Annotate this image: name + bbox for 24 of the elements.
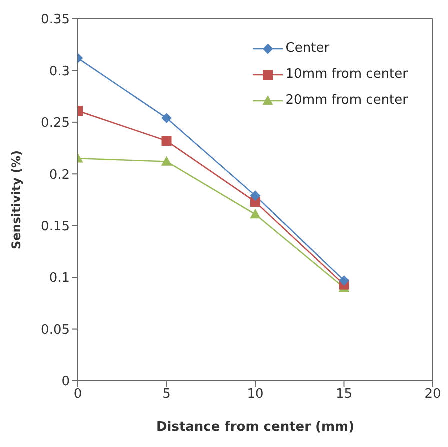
y-tick-label: 0.3 xyxy=(49,64,70,80)
point xyxy=(162,113,172,124)
legend-label: 20mm from center xyxy=(286,92,408,110)
x-tick-label: 5 xyxy=(162,387,171,402)
x-tick-label: 15 xyxy=(336,387,353,402)
x-axis-title: Distance from center (mm) xyxy=(156,420,355,435)
y-tick-label: 0 xyxy=(62,374,70,390)
point xyxy=(250,209,260,219)
point xyxy=(162,156,172,166)
y-tick-label: 0.2 xyxy=(49,168,70,183)
x-tick-label: 20 xyxy=(424,387,442,402)
y-tick-label: 0.1 xyxy=(49,271,70,286)
y-tick-label: 0.25 xyxy=(41,116,70,132)
legend-label: 10mm from center xyxy=(286,66,408,84)
y-tick-label: 0.15 xyxy=(41,219,70,234)
y-axis-title: Sensitivity (%) xyxy=(9,150,24,250)
legend-label: Center xyxy=(286,40,330,58)
point xyxy=(162,136,172,146)
x-tick-label: 10 xyxy=(247,387,264,402)
point xyxy=(339,276,350,286)
y-tick-label: 0.05 xyxy=(41,322,70,338)
x-tick-label: 0 xyxy=(74,387,82,402)
point xyxy=(250,190,260,201)
y-tick-label: 0.35 xyxy=(41,12,70,28)
